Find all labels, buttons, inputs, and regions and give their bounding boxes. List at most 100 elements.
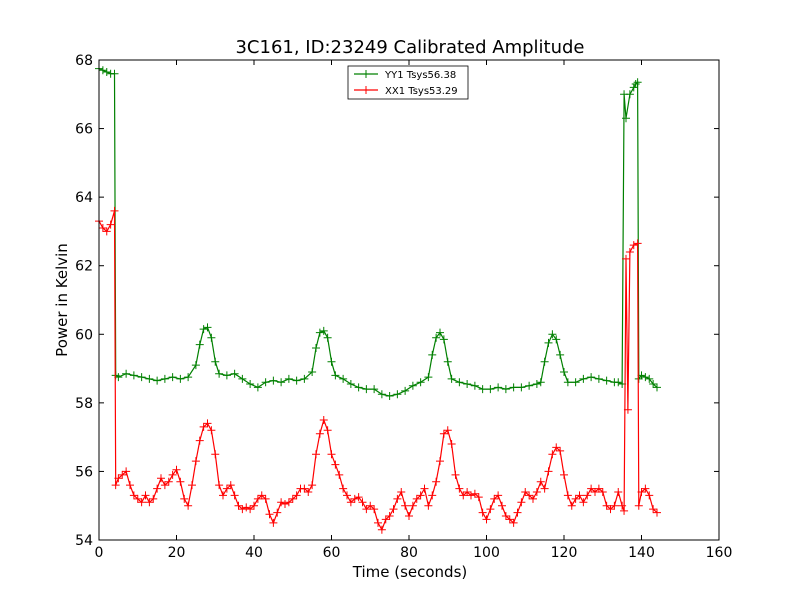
data-point	[110, 69, 119, 78]
data-point	[141, 491, 150, 500]
data-point	[137, 373, 146, 382]
series-0	[95, 64, 661, 400]
data-point	[447, 440, 456, 448]
data-point	[505, 515, 514, 524]
x-tick-label: 80	[400, 545, 418, 561]
data-point	[432, 333, 441, 342]
data-point	[443, 426, 452, 435]
data-point	[401, 501, 410, 510]
data-point	[474, 493, 483, 502]
data-point	[614, 488, 623, 496]
data-point	[641, 484, 650, 493]
data-point	[571, 378, 580, 387]
data-point	[560, 470, 568, 479]
data-point	[184, 501, 193, 510]
data-point	[521, 488, 530, 496]
data-point	[501, 512, 510, 520]
data-point	[529, 494, 537, 503]
data-point	[552, 443, 561, 452]
data-point	[261, 378, 270, 387]
series-layer	[95, 64, 661, 534]
data-point	[629, 83, 638, 92]
data-point	[203, 419, 212, 428]
data-point	[273, 508, 282, 517]
legend-marker	[362, 70, 370, 78]
data-point	[517, 498, 526, 507]
data-point	[122, 467, 131, 476]
data-point	[358, 498, 367, 507]
data-point	[362, 505, 371, 514]
data-point	[625, 90, 634, 99]
data-point	[513, 508, 522, 517]
data-point	[118, 470, 127, 479]
data-point	[540, 484, 549, 493]
data-point	[203, 323, 212, 332]
data-point	[583, 491, 592, 500]
data-point	[346, 380, 355, 388]
data-point	[215, 369, 224, 378]
data-point	[432, 477, 441, 486]
data-point	[98, 66, 107, 75]
series-1	[95, 206, 661, 534]
data-point	[180, 494, 189, 503]
data-point	[393, 494, 402, 503]
data-point	[222, 484, 231, 493]
data-point	[238, 374, 247, 383]
data-point	[653, 508, 661, 517]
data-point	[195, 340, 204, 349]
x-tick-label: 120	[551, 545, 578, 561]
data-point	[587, 373, 596, 382]
data-point	[634, 501, 643, 510]
data-point	[226, 481, 235, 490]
data-point	[246, 505, 255, 514]
data-point	[631, 80, 640, 88]
data-point	[246, 380, 255, 388]
data-point	[215, 481, 224, 490]
x-tick-label: 160	[706, 545, 733, 561]
data-point	[563, 491, 572, 500]
data-point	[277, 378, 286, 387]
plot-frame	[98, 59, 720, 541]
data-point	[211, 357, 220, 366]
data-point	[633, 78, 642, 87]
data-point	[455, 484, 464, 493]
y-axis-label: Power in Kelvin	[53, 243, 71, 357]
x-tick-label: 100	[473, 545, 500, 561]
data-point	[544, 338, 553, 347]
data-point	[486, 385, 495, 394]
data-point	[436, 328, 444, 337]
data-point	[579, 498, 588, 507]
legend-label: YY1 Tsys56.38	[384, 70, 456, 81]
data-point	[319, 326, 328, 335]
data-point	[463, 380, 472, 388]
data-point	[230, 491, 239, 500]
data-point	[319, 416, 328, 424]
data-point	[385, 512, 394, 520]
data-point	[482, 515, 491, 524]
data-point	[242, 503, 251, 512]
data-point	[498, 501, 506, 510]
data-point	[102, 68, 111, 76]
data-point	[618, 501, 627, 510]
data-point	[594, 374, 603, 383]
data-point	[455, 378, 464, 387]
data-point	[346, 498, 355, 507]
data-point	[188, 481, 196, 490]
data-point	[552, 335, 561, 344]
data-point	[649, 380, 658, 388]
data-point	[424, 373, 433, 382]
data-point	[560, 368, 568, 376]
data-point	[563, 378, 572, 387]
data-point	[172, 465, 181, 474]
y-tick-label: 58	[75, 396, 93, 412]
data-point	[191, 361, 200, 370]
data-point	[110, 206, 119, 215]
data-point	[308, 368, 317, 376]
data-point	[292, 491, 301, 500]
data-point	[420, 484, 429, 493]
data-point	[253, 383, 262, 392]
data-point	[114, 474, 123, 483]
data-point	[207, 426, 216, 435]
data-point	[478, 385, 487, 394]
